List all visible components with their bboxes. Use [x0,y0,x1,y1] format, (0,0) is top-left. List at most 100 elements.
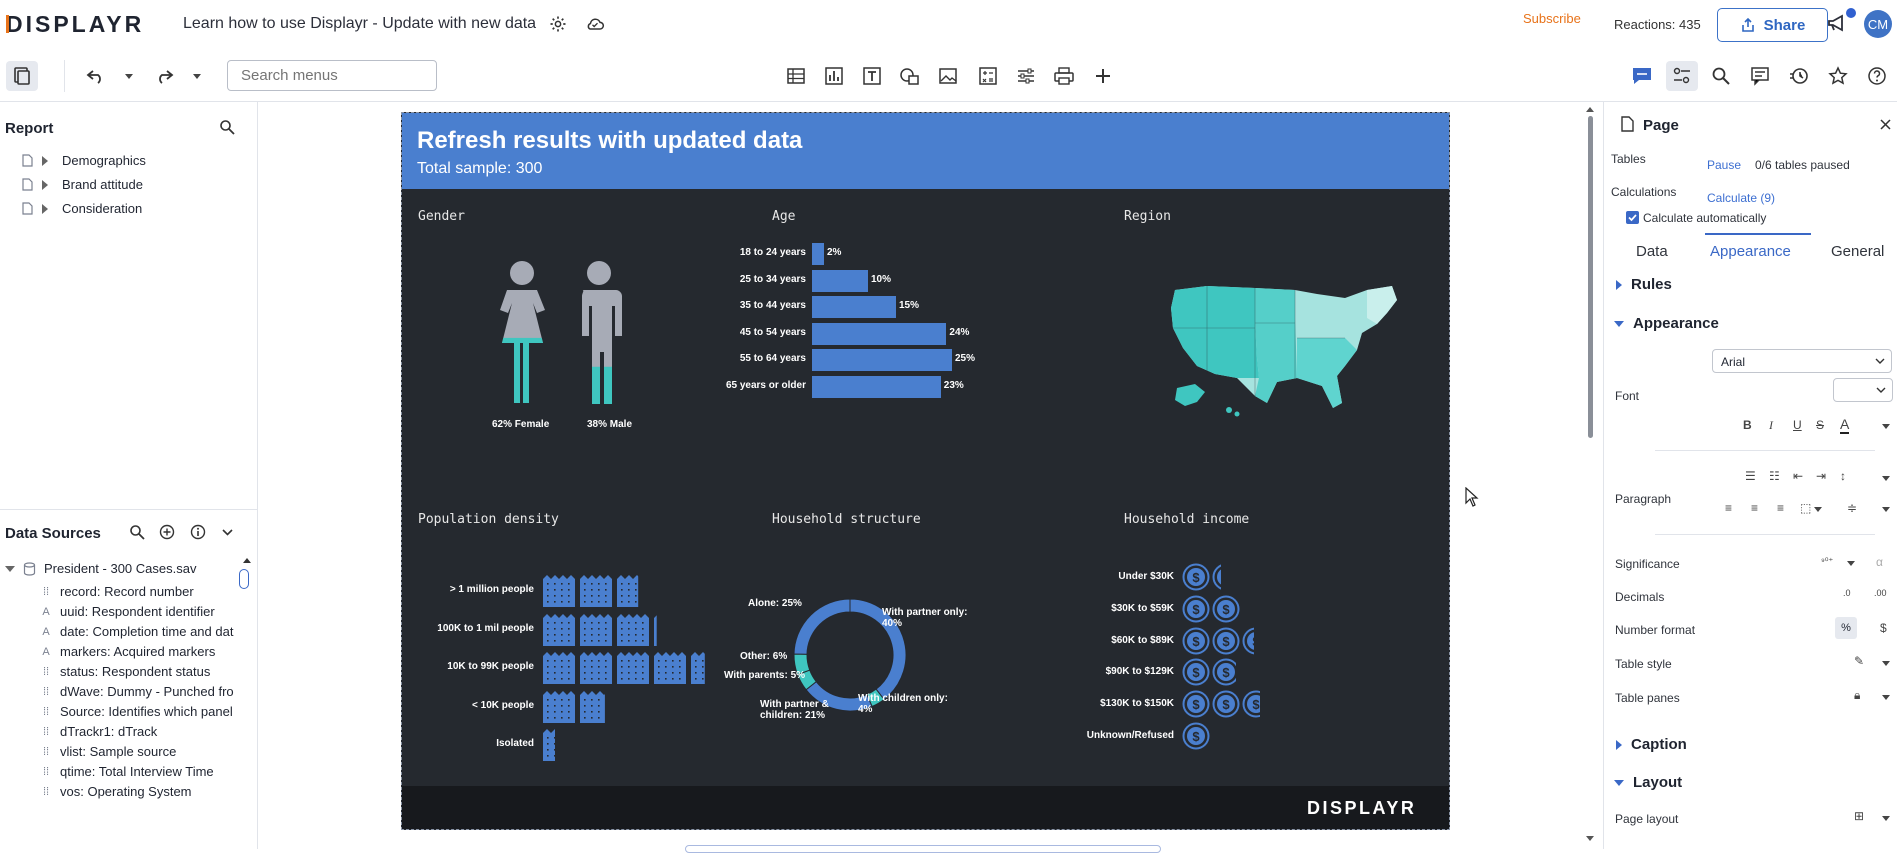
align-center-icon[interactable]: ≡ [1751,501,1759,515]
variable-item[interactable]: ⁞⁞ vlist: Sample source [40,744,176,759]
undo-dropdown-icon[interactable] [125,74,133,79]
age-bar[interactable] [812,269,868,292]
table-style-dropdown-icon[interactable] [1882,661,1890,666]
decrease-decimals-icon[interactable]: .0 [1843,588,1851,598]
filter-controls-icon[interactable] [1012,62,1040,90]
outdent-icon[interactable]: ⇤ [1793,469,1804,483]
section-title-density[interactable]: Population density [418,512,559,527]
variable-item[interactable]: ⁞⁞ vos: Operating System [40,784,192,799]
collapse-icon[interactable] [5,565,15,572]
lock-icon[interactable]: 🔒︎ [1854,688,1861,702]
pause-link[interactable]: Pause [1707,158,1742,172]
image-icon[interactable] [934,62,962,90]
collapse-chevron-icon[interactable] [222,529,233,536]
line-spacing-icon[interactable]: ↕ [1840,469,1846,483]
gender-pictograph[interactable] [489,260,639,420]
building-icon-row[interactable] [542,689,620,723]
data-file-item[interactable]: President - 300 Cases.sav [5,561,196,576]
undo-icon[interactable] [82,62,110,90]
comments-icon[interactable] [1746,62,1774,90]
table-icon[interactable] [782,62,810,90]
border-icon[interactable]: ⬚ [1800,501,1812,515]
dashboard-page[interactable]: Refresh results with updated data Total … [401,112,1450,830]
megaphone-icon[interactable] [1826,11,1850,35]
variable-item[interactable]: ⁞⁞ qtime: Total Interview Time [40,764,214,779]
table-panes-dropdown-icon[interactable] [1882,695,1890,700]
cloud-icon[interactable] [585,15,605,33]
underline-icon[interactable]: U [1793,418,1802,432]
coin-icon-row[interactable]: $ $ $ [1182,627,1276,655]
donut-slice[interactable] [793,653,811,676]
subscribe-link[interactable]: Subscribe [1523,11,1581,26]
font-family-select[interactable]: Arial [1712,349,1892,373]
chart-icon[interactable] [820,62,848,90]
significance-icon[interactable]: ⁹⁰⁺ [1821,556,1834,566]
indent-icon[interactable]: ⇥ [1816,469,1827,483]
variable-item[interactable]: ⁞⁞ dTrackr1: dTrack [40,724,157,739]
significance-dropdown-icon[interactable] [1847,561,1855,566]
vertical-align-dropdown-icon[interactable] [1882,507,1890,512]
expand-icon[interactable] [42,179,48,190]
font-color-icon[interactable]: A [1840,416,1850,434]
expand-icon[interactable] [42,203,48,214]
currency-format-icon[interactable]: $ [1880,621,1887,635]
border-dropdown-icon[interactable] [1814,507,1822,512]
coin-icon-row[interactable]: $ [1182,722,1216,750]
variable-item[interactable]: ⁞⁞ record: Record number [40,584,194,599]
search-icon[interactable] [1707,62,1735,90]
share-button[interactable]: Share [1717,8,1828,42]
tab-general[interactable]: General [1831,243,1885,260]
report-search-icon[interactable] [219,119,235,135]
alpha-icon[interactable]: α [1876,555,1883,569]
age-bar[interactable] [812,296,896,318]
page-title[interactable]: Refresh results with updated data [417,127,803,154]
italic-icon[interactable]: I [1769,418,1773,432]
line-spacing-dropdown-icon[interactable] [1882,476,1890,481]
tree-item-consideration[interactable]: Consideration [22,201,142,216]
star-icon[interactable] [1824,62,1852,90]
region-map[interactable] [1167,278,1402,418]
document-title[interactable]: Learn how to use Displayr - Update with … [183,15,537,32]
tree-item-demographics[interactable]: Demographics [22,153,146,168]
calculation-icon[interactable] [974,62,1002,90]
section-title-age[interactable]: Age [772,209,796,224]
tab-data[interactable]: Data [1636,243,1668,260]
gear-icon[interactable] [549,15,567,33]
canvas-scrollbar[interactable] [1588,116,1593,438]
coin-icon-row[interactable]: $ $ [1182,658,1246,686]
coin-icon-row[interactable]: $ $ [1182,563,1246,591]
variable-item[interactable]: ⁞⁞ dWave: Dummy - Punched fro [40,684,234,699]
rules-section[interactable]: Rules [1616,276,1672,293]
bulleted-list-icon[interactable]: ☰ [1745,469,1756,483]
help-icon[interactable] [1863,62,1891,90]
tree-item-brand-attitude[interactable]: Brand attitude [22,177,143,192]
age-bar[interactable] [812,322,947,345]
calculate-link[interactable]: Calculate (9) [1707,191,1776,205]
building-icon-row[interactable] [542,612,694,646]
tab-appearance[interactable]: Appearance [1710,243,1791,260]
scroll-up-icon[interactable] [243,558,251,563]
bold-icon[interactable]: B [1743,418,1752,432]
shapes-icon[interactable] [896,62,924,90]
export-print-icon[interactable] [1050,62,1078,90]
expand-icon[interactable] [42,155,48,166]
section-title-region[interactable]: Region [1124,209,1171,224]
page-layout-icon[interactable]: ⊞ [1854,809,1865,823]
coin-icon-row[interactable]: $ $ $ [1182,690,1276,718]
layout-section[interactable]: Layout [1614,774,1682,791]
displayr-logo[interactable]: DISPLAYR [6,11,156,37]
redo-dropdown-icon[interactable] [193,74,201,79]
align-left-icon[interactable]: ≡ [1725,501,1733,515]
coin-icon-row[interactable]: $ $ [1182,595,1246,623]
font-color-dropdown-icon[interactable] [1882,424,1890,429]
next-page-thumbnail[interactable] [685,845,1161,853]
canvas-scroll-down-icon[interactable] [1586,836,1594,841]
building-icon-row[interactable] [542,650,731,684]
section-title-household[interactable]: Household structure [772,512,921,527]
population-density-chart[interactable]: > 1 million people 100K to 1 mil people 10… [422,573,752,761]
search-menus-input[interactable] [227,60,437,91]
text-box-icon[interactable] [858,62,886,90]
